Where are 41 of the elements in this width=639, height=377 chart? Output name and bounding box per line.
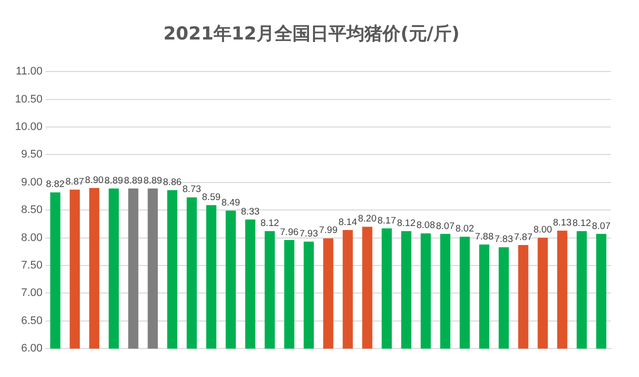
data-label: 7.93 <box>300 228 318 240</box>
data-label: 7.83 <box>494 234 514 246</box>
data-label: 8.86 <box>163 177 182 188</box>
y-tick-label: 8.50 <box>21 204 43 216</box>
y-tick-label: 8.00 <box>21 232 43 244</box>
data-label: 7.88 <box>475 231 494 242</box>
data-label: 8.89 <box>124 175 143 186</box>
data-label: 7.87 <box>514 232 533 243</box>
data-label: 8.08 <box>416 220 436 232</box>
data-label: 8.13 <box>553 217 572 228</box>
y-tick-label: 10.50 <box>14 93 43 106</box>
data-label: 8.14 <box>338 216 358 228</box>
data-label: 8.89 <box>104 175 124 186</box>
data-label: 8.12 <box>260 218 280 230</box>
y-tick-label: 7.00 <box>21 287 43 300</box>
y-tick-label: 9.50 <box>21 148 43 161</box>
data-label: 8.49 <box>222 198 240 209</box>
y-tick-label: 10.00 <box>14 121 43 134</box>
data-label: 8.87 <box>66 176 84 188</box>
y-tick-label: 6.00 <box>21 342 43 355</box>
data-label: 8.17 <box>378 215 396 226</box>
data-label: 8.90 <box>85 174 104 186</box>
y-tick-label: 6.50 <box>21 314 43 327</box>
data-label: 8.73 <box>182 184 202 196</box>
data-label: 8.02 <box>456 224 474 235</box>
data-label: 7.99 <box>319 225 338 236</box>
chart-title: 2021年12月全国日平均猪价(元/斤) <box>163 23 460 44</box>
data-label: 8.82 <box>46 179 65 190</box>
data-label: 8.00 <box>534 224 552 236</box>
y-tick-label: 7.50 <box>21 260 43 272</box>
data-label: 8.20 <box>358 214 377 225</box>
data-label: 8.07 <box>436 220 455 232</box>
data-label: 7.96 <box>280 226 299 238</box>
data-label: 8.07 <box>592 220 610 232</box>
data-label: 8.33 <box>241 206 260 218</box>
y-tick-label: 9.00 <box>21 176 43 188</box>
y-tick-label: 11.00 <box>16 66 43 78</box>
data-label: 8.12 <box>397 218 416 230</box>
data-label: 8.12 <box>572 218 591 230</box>
data-label: 8.59 <box>202 192 221 203</box>
data-label: 8.89 <box>144 175 162 186</box>
